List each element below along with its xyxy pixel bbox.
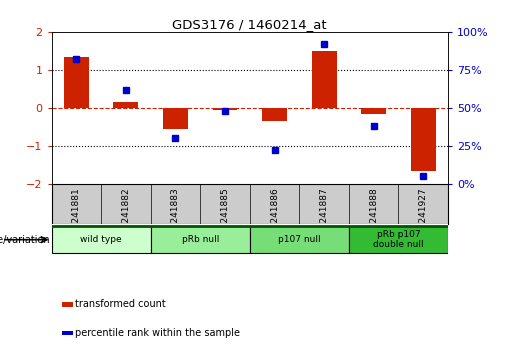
Bar [262,108,287,121]
Text: GSM241885: GSM241885 [220,187,230,242]
Text: GSM241927: GSM241927 [419,187,428,242]
Bar [64,57,89,108]
Text: GSM241886: GSM241886 [270,187,279,242]
Text: transformed count: transformed count [75,299,166,309]
Bar [150,226,250,253]
Text: genotype/variation: genotype/variation [0,235,50,245]
Text: GSM241882: GSM241882 [122,187,130,242]
Text: GSM241888: GSM241888 [369,187,378,242]
Text: GSM241883: GSM241883 [171,187,180,242]
Bar [163,108,188,129]
Text: GSM241881: GSM241881 [72,187,81,242]
Bar [349,226,448,253]
Text: percentile rank within the sample: percentile rank within the sample [75,328,241,338]
Text: pRb null: pRb null [181,235,219,244]
Bar [52,226,150,253]
Text: wild type: wild type [80,235,122,244]
Bar [411,108,436,171]
Bar [250,226,349,253]
Text: p107 null: p107 null [278,235,321,244]
Bar [213,108,237,110]
Bar [362,108,386,114]
Bar [312,51,336,108]
Bar [113,102,138,108]
Text: pRb p107
double null: pRb p107 double null [373,230,424,249]
Title: GDS3176 / 1460214_at: GDS3176 / 1460214_at [173,18,327,31]
Text: GSM241887: GSM241887 [320,187,329,242]
